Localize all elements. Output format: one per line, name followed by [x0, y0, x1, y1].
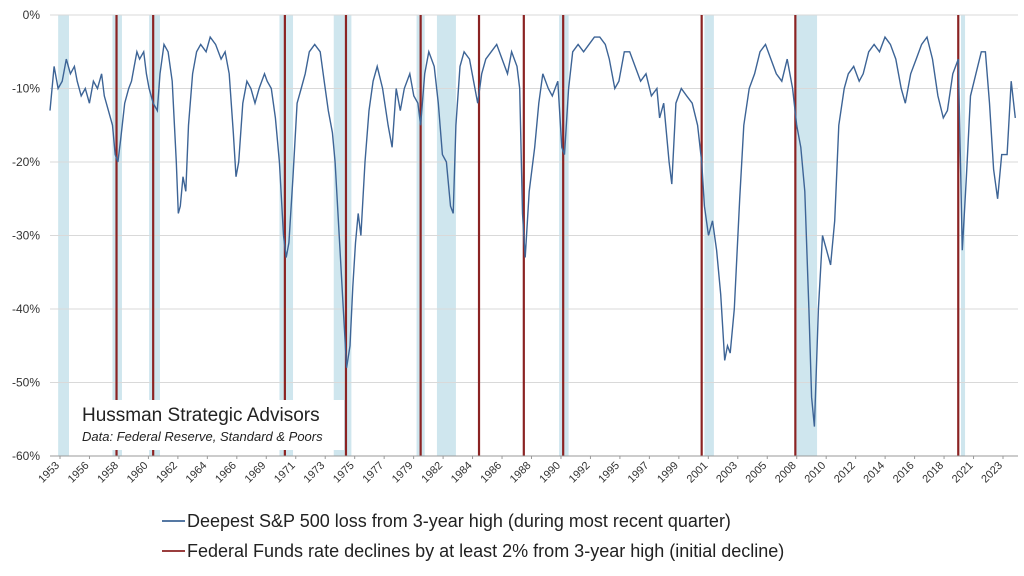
x-tick-label: 1973 [302, 460, 328, 486]
x-tick-label: 1986 [478, 460, 504, 486]
legend: Deepest S&P 500 loss from 3-year high (d… [162, 511, 784, 561]
x-tick-label: 1984 [449, 460, 475, 486]
x-tick-label: 1992 [567, 460, 593, 486]
x-tick-label: 2021 [950, 460, 976, 486]
x-tick-label: 2023 [979, 460, 1005, 486]
annotation-title: Hussman Strategic Advisors [82, 405, 320, 426]
x-tick-label: 2008 [773, 460, 799, 486]
x-tick-label: 2012 [832, 460, 858, 486]
x-tick-label: 1982 [419, 460, 445, 486]
legend-label-sp500: Deepest S&P 500 loss from 3-year high (d… [187, 511, 731, 531]
x-tick-label: 2016 [891, 460, 917, 486]
x-tick-label: 1971 [272, 460, 298, 486]
y-tick-label: -30% [12, 229, 40, 243]
y-axis-ticks: 0% -10% -20% -30% -40% -50% -60% [12, 8, 40, 463]
source-annotation: Hussman Strategic Advisors Data: Federal… [76, 400, 344, 450]
x-tick-label: 2014 [861, 460, 887, 486]
x-tick-label: 1997 [626, 460, 652, 486]
annotation-subtitle: Data: Federal Reserve, Standard & Poors [82, 429, 323, 444]
y-tick-label: -60% [12, 449, 40, 463]
x-axis-ticks: 1953 1956 1958 1960 1962 1964 1966 1969 1971 1973… [36, 456, 1005, 485]
x-tick-label: 1962 [154, 460, 180, 486]
y-tick-label: -50% [12, 376, 40, 390]
gridlines [50, 14, 1018, 457]
x-tick-label: 1960 [125, 460, 151, 486]
x-tick-label: 1988 [508, 460, 534, 486]
x-tick-label: 1953 [36, 460, 62, 486]
x-tick-label: 1964 [184, 460, 210, 486]
x-tick-label: 1979 [390, 460, 416, 486]
y-tick-label: 0% [23, 8, 41, 22]
sp500-drawdown-line [49, 35, 1016, 427]
x-tick-label: 2018 [920, 460, 946, 486]
x-tick-label: 1977 [360, 460, 386, 486]
x-tick-label: 2005 [744, 460, 770, 486]
x-tick-label: 2010 [803, 460, 829, 486]
x-tick-label: 2003 [714, 460, 740, 486]
annotation-background [76, 400, 344, 450]
x-tick-label: 1958 [95, 460, 121, 486]
x-tick-label: 2001 [685, 460, 711, 486]
y-tick-label: -10% [12, 82, 40, 96]
x-tick-label: 1956 [66, 460, 92, 486]
x-tick-label: 1969 [243, 460, 269, 486]
x-tick-label: 1995 [596, 460, 622, 486]
x-tick-label: 1975 [331, 460, 357, 486]
x-tick-label: 1990 [537, 460, 563, 486]
x-tick-label: 1966 [213, 460, 239, 486]
y-tick-label: -20% [12, 155, 40, 169]
x-tick-label: 1999 [655, 460, 681, 486]
y-tick-label: -40% [12, 302, 40, 316]
legend-label-fedfunds: Federal Funds rate declines by at least … [187, 541, 784, 561]
